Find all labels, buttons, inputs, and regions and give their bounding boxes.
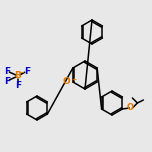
Text: F: F [4,67,10,76]
Text: F: F [15,81,21,90]
Text: F: F [24,67,30,76]
Text: F: F [4,76,10,85]
Text: +: + [71,77,76,82]
Text: O: O [62,78,70,86]
Text: B: B [15,71,21,81]
Text: O: O [127,104,134,112]
Text: −: − [18,70,24,76]
